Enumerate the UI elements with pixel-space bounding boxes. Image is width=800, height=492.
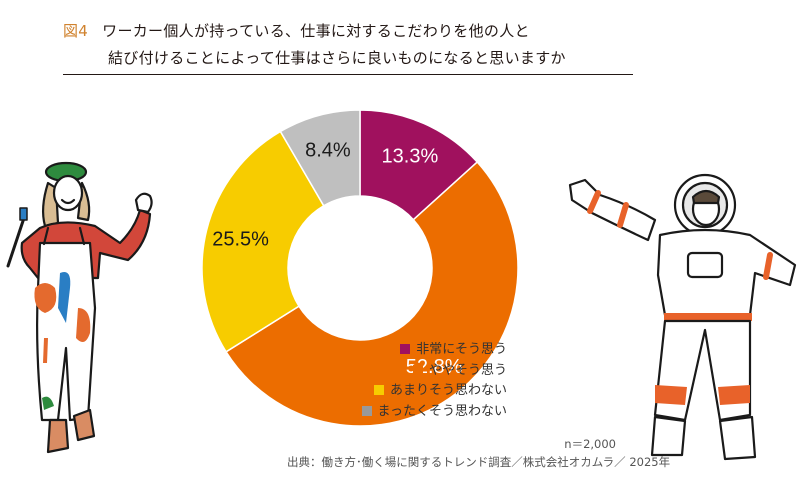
legend: 非常にそう思う ややそう思う あまりそう思わない まったくそう思わない — [361, 340, 507, 423]
donut-slice-not-at-all — [279, 109, 361, 207]
legend-item-strongly-agree: 非常にそう思う — [362, 340, 507, 361]
data-label-not-at-all: 8.4% — [305, 139, 351, 161]
data-label-not-really: 25.5% — [212, 229, 269, 251]
legend-item-not-at-all: まったくそう思わない — [361, 402, 507, 423]
title-line-2: 結び付けることによって仕事はさらに良いものになると思いますか — [108, 49, 566, 67]
legend-swatch — [361, 405, 372, 416]
astronaut-illustration — [568, 173, 797, 461]
title-line-1: ワーカー個人が持っている、仕事に対するこだわりを他の人と — [102, 22, 530, 40]
legend-swatch — [412, 364, 423, 375]
legend-swatch — [373, 385, 384, 395]
data-label-strongly-agree: 13.3% — [382, 146, 439, 168]
title-divider — [63, 74, 633, 75]
donut-chart: 13.3%52.8%25.5%8.4% — [201, 109, 519, 427]
donut-slice-not-really — [201, 130, 325, 353]
legend-item-somewhat-agree: ややそう思う — [362, 361, 507, 382]
donut-slice-somewhat-agree — [225, 160, 519, 427]
chart-title: 図4 ワーカー個人が持っている、仕事に対するこだわりを他の人と 結び付けることによ… — [63, 18, 566, 72]
legend-item-not-really: あまりそう思わない — [362, 381, 507, 402]
painter-woman-illustration — [6, 161, 153, 454]
sample-size: n＝2,000 — [564, 437, 616, 451]
legend-swatch — [400, 344, 411, 354]
source-note: 出典：働き方･働く場に関するトレンド調査／株式会社オカムラ／ 2025年 — [287, 455, 671, 469]
figure-label: 図4 — [63, 22, 89, 40]
